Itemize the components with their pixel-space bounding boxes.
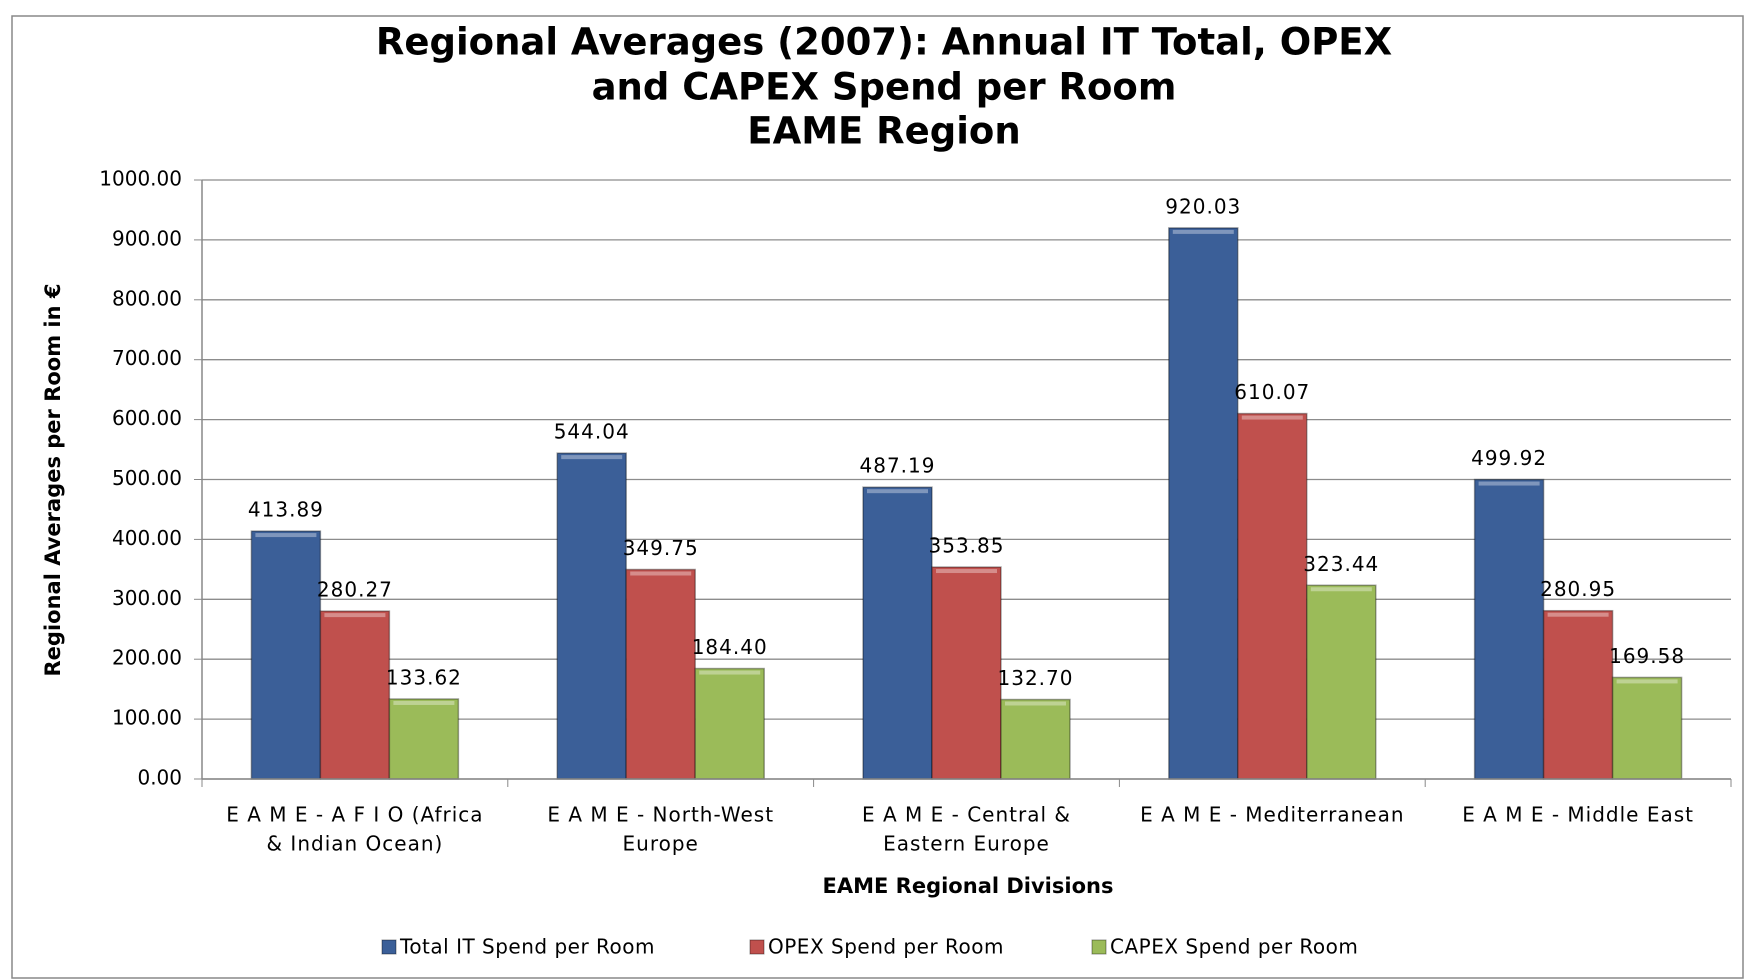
legend-label: Total IT Spend per Room xyxy=(399,935,655,959)
x-tick-label: E A M E - A F I O (Africa xyxy=(226,803,483,827)
bar-highlight xyxy=(936,569,997,574)
bar-highlight xyxy=(393,700,455,705)
bar-highlight xyxy=(1172,229,1234,234)
bar xyxy=(1237,412,1308,780)
x-tick-label: Eastern Europe xyxy=(883,832,1050,856)
bar xyxy=(694,667,765,780)
y-tick-label: 100.00 xyxy=(112,706,182,730)
bar xyxy=(1306,584,1377,780)
y-tick-label: 1000.00 xyxy=(99,167,182,191)
bar-highlight xyxy=(1005,701,1066,706)
x-tick-label: E A M E - Middle East xyxy=(1462,803,1694,827)
bar xyxy=(388,698,460,780)
y-tick-label: 300.00 xyxy=(112,586,182,610)
bar xyxy=(1000,698,1071,780)
data-label: 280.27 xyxy=(317,578,393,602)
data-label: 499.92 xyxy=(1471,446,1547,470)
bar-highlight xyxy=(1616,679,1678,684)
bar xyxy=(862,486,933,780)
data-label: 323.44 xyxy=(1303,552,1379,576)
bar xyxy=(1542,609,1614,780)
y-tick-label: 400.00 xyxy=(112,526,182,550)
x-tick-label: E A M E - Mediterranean xyxy=(1140,803,1404,827)
y-tick-label: 700.00 xyxy=(112,346,182,370)
y-tick-label: 500.00 xyxy=(112,466,182,490)
bar-highlight xyxy=(699,670,761,675)
chart-title: EAME Region xyxy=(747,110,1020,153)
data-label: 280.95 xyxy=(1540,577,1616,601)
bar xyxy=(1168,227,1239,780)
legend-swatch xyxy=(1091,939,1107,955)
bar-highlight xyxy=(1310,587,1372,592)
x-axis-title: EAME Regional Divisions xyxy=(823,874,1114,898)
y-tick-label: 600.00 xyxy=(112,406,182,430)
x-tick-label: E A M E - North-West xyxy=(547,803,774,827)
y-tick-label: 800.00 xyxy=(112,286,182,310)
data-label: 349.75 xyxy=(623,536,699,560)
x-tick-label: E A M E - Central & xyxy=(862,803,1071,827)
legend-label: OPEX Spend per Room xyxy=(768,935,1004,959)
bar xyxy=(1473,478,1545,780)
legend-swatch xyxy=(381,939,397,955)
data-label: 487.19 xyxy=(860,454,936,478)
data-label: 133.62 xyxy=(386,665,462,689)
bar xyxy=(931,566,1002,780)
data-label: 413.89 xyxy=(248,498,324,522)
data-label: 132.70 xyxy=(998,666,1074,690)
bar-highlight xyxy=(324,613,386,618)
data-label: 544.04 xyxy=(554,420,630,444)
chart-title: Regional Averages (2007): Annual IT Tota… xyxy=(376,21,1392,64)
bar-highlight xyxy=(630,571,692,576)
data-label: 610.07 xyxy=(1234,380,1310,404)
data-label: 353.85 xyxy=(929,534,1005,558)
bar xyxy=(319,610,391,780)
legend-label: CAPEX Spend per Room xyxy=(1110,935,1358,959)
x-tick-label: & Indian Ocean) xyxy=(266,832,443,856)
bar-highlight xyxy=(1478,481,1540,486)
x-tick-label: Europe xyxy=(623,832,699,856)
bar xyxy=(556,452,627,780)
bar xyxy=(250,530,322,780)
y-tick-label: 900.00 xyxy=(112,226,182,250)
legend-swatch xyxy=(749,939,765,955)
bar-highlight xyxy=(1547,612,1609,617)
bar xyxy=(625,568,696,780)
y-tick-label: 200.00 xyxy=(112,646,182,670)
data-label: 920.03 xyxy=(1165,194,1241,218)
bar xyxy=(1611,676,1683,780)
bar-highlight xyxy=(1241,415,1303,420)
bar-highlight xyxy=(867,489,928,494)
bar-highlight xyxy=(255,533,317,538)
data-label: 184.40 xyxy=(692,635,768,659)
chart-title: and CAPEX Spend per Room xyxy=(592,66,1177,109)
y-tick-label: 0.00 xyxy=(137,766,182,790)
y-axis-title: Regional Averages per Room in € xyxy=(41,284,65,677)
data-label: 169.58 xyxy=(1609,644,1685,668)
bar-highlight xyxy=(561,455,623,460)
